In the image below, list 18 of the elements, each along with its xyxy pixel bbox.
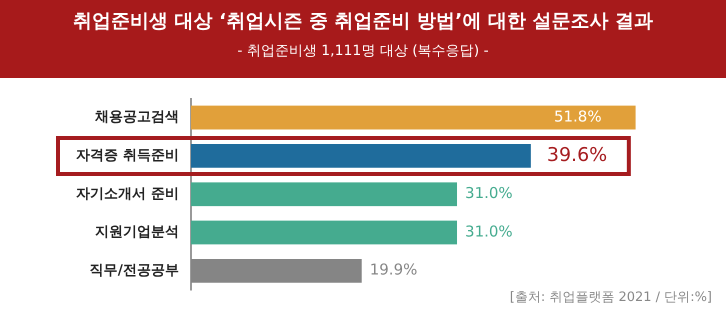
data-label: 31.0%: [465, 184, 513, 202]
chart-title: 취업준비생 대상 ‘취업시즌 중 취업준비 방법’에 대한 설문조사 결과: [72, 9, 654, 34]
bar: [190, 182, 458, 206]
y-tick-label: 채용공고검색: [94, 109, 179, 126]
y-tick-label: 지원기업분석: [94, 224, 179, 240]
annotation: [출처: 취업플랫폼 2021 / 단위:%]: [510, 289, 712, 306]
y-tick-label: 자격증 취득준비: [76, 148, 179, 164]
bar: [190, 144, 531, 168]
bar: [190, 220, 458, 244]
y-tick-label: 자기소개서 준비: [76, 186, 179, 202]
bar: [190, 106, 636, 130]
data-label: 19.9%: [370, 260, 418, 279]
chart-subtitle: - 취업준비생 1,111명 대상 (복수응답) -: [236, 42, 490, 60]
data-label: 51.8%: [554, 107, 602, 126]
data-label: 31.0%: [465, 222, 513, 240]
bar: [190, 258, 362, 283]
data-label: 39.6%: [546, 144, 608, 166]
y-tick-label: 직무/전공공부: [90, 262, 179, 278]
